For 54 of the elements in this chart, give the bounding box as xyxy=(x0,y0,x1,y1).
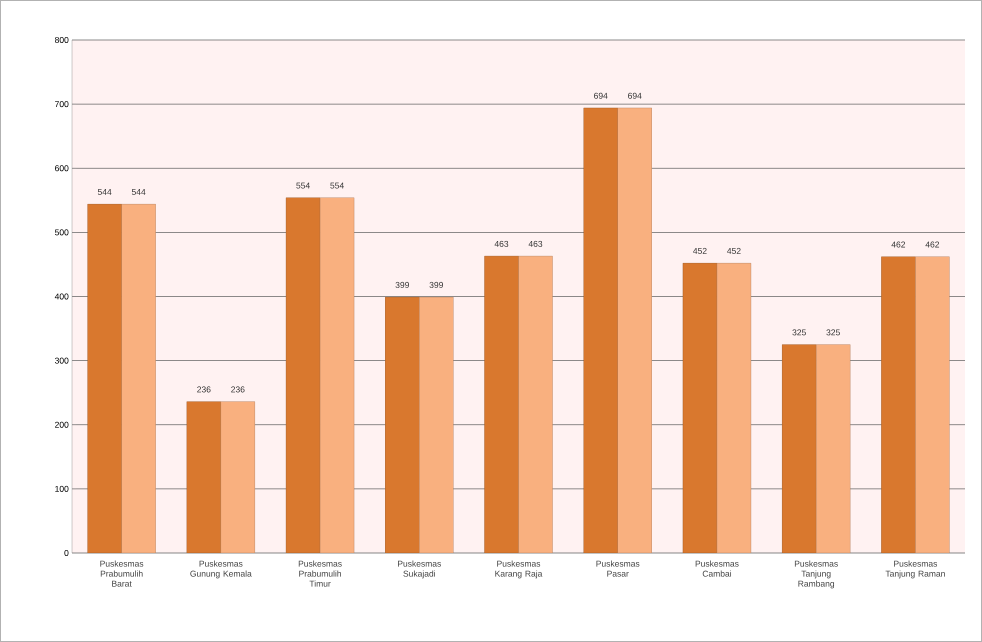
data-label: 544 xyxy=(132,189,146,195)
bar xyxy=(584,108,618,553)
data-label: 399 xyxy=(396,282,409,288)
x-tick-label: Puskesmas Sukajadi xyxy=(398,560,441,578)
x-tick-label: Puskesmas Prabumulih Timur xyxy=(298,560,342,587)
bar xyxy=(484,256,519,553)
bar xyxy=(618,108,652,553)
y-tick-label: 800 xyxy=(55,36,68,43)
data-label: 463 xyxy=(528,240,542,247)
bar xyxy=(782,344,816,553)
y-tick-label: 300 xyxy=(54,358,68,364)
y-tick-label: 400 xyxy=(54,293,68,300)
data-label: 325 xyxy=(792,329,806,336)
bar xyxy=(915,256,950,553)
data-label: 554 xyxy=(330,182,344,189)
bar xyxy=(286,198,320,553)
y-tick-label: 200 xyxy=(55,422,68,428)
data-label: 463 xyxy=(494,240,508,247)
data-label: 452 xyxy=(727,248,741,254)
bar xyxy=(186,401,222,553)
data-label: 325 xyxy=(826,329,840,336)
data-label: 554 xyxy=(296,182,310,189)
y-tick-label: 700 xyxy=(55,101,68,108)
bar xyxy=(320,198,354,553)
bar xyxy=(87,204,122,553)
bar xyxy=(881,256,916,553)
x-tick-label: Puskesmas Tanjung Rambang xyxy=(794,560,838,588)
bar xyxy=(682,262,718,553)
data-label: 236 xyxy=(197,386,211,392)
x-tick-label: Puskesmas Pasar xyxy=(596,560,640,577)
y-tick-label: 100 xyxy=(55,486,68,492)
data-label: 544 xyxy=(98,189,112,195)
y-tick-label: 0 xyxy=(64,550,68,556)
bar xyxy=(121,204,156,553)
x-tick-label: Puskesmas Prabumulih Barat xyxy=(100,560,144,587)
bar xyxy=(816,344,850,553)
data-label: 236 xyxy=(231,386,245,392)
data-label: 452 xyxy=(693,248,707,254)
x-tick-label: Puskesmas Gunung Kemala xyxy=(190,560,252,578)
y-tick-label: 600 xyxy=(55,165,68,172)
bar xyxy=(220,401,256,553)
bar xyxy=(385,296,420,553)
data-label: 462 xyxy=(925,242,940,248)
data-label: 462 xyxy=(891,242,906,248)
bar xyxy=(419,296,454,553)
data-label: 694 xyxy=(594,92,608,99)
bar xyxy=(716,262,752,553)
data-label: 694 xyxy=(628,92,642,99)
x-tick-label: Puskesmas Cambai xyxy=(696,560,739,577)
x-tick-label: Puskesmas Tanjung Raman xyxy=(886,560,945,578)
x-tick-label: Puskesmas Karang Raja xyxy=(495,560,542,578)
y-tick-label: 500 xyxy=(54,229,68,236)
data-label: 399 xyxy=(430,282,443,288)
bar xyxy=(518,256,553,553)
